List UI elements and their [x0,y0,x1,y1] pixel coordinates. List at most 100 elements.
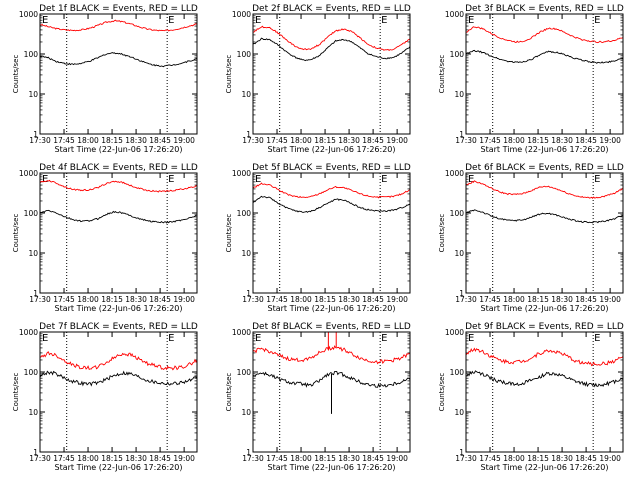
x-tick-label: 17:30 [29,295,51,304]
panel-1: Det 1f BLACK = Events, RED = LLD 1 10 100 10… [12,4,198,154]
x-tick-label: 18:30 [125,454,147,463]
event-marker-label: E [594,333,600,344]
panel-5: Det 5f BLACK = Events, RED = LLD 1 10 100 10… [225,163,411,313]
panel-6: Det 6f BLACK = Events, RED = LLD 1 10 100 10… [438,163,624,313]
y-tick-label: 100 [237,368,252,377]
y-tick-label: 10 [241,249,251,258]
y-tick-label: 1 [246,448,251,457]
series-line-events [252,195,411,213]
x-tick-label: 18:45 [362,454,384,463]
series-line-events [465,370,624,388]
x-tick-label: 19:00 [599,295,621,304]
event-marker-label: E [255,174,261,185]
x-tick-label: 18:45 [149,454,171,463]
y-tick-label: 1 [246,130,251,139]
x-tick-label: 18:45 [149,295,171,304]
series-line-events [252,37,411,62]
y-axis-label: Counts/sec [12,373,20,412]
x-tick-label: 17:30 [29,454,51,463]
y-axis-label: Counts/sec [225,55,233,94]
panel-7: Det 7f BLACK = Events, RED = LLD 1 10 100 10… [12,322,198,472]
series-line-lld [252,182,411,199]
y-tick-label: 100 [237,209,252,218]
x-tick-label: 19:00 [386,454,408,463]
x-tick-label: 18:30 [125,136,147,145]
x-tick-label: 18:30 [338,136,360,145]
x-tick-label: 18:45 [362,295,384,304]
x-tick-label: 18:00 [503,454,525,463]
event-marker-label: E [42,174,48,185]
y-tick-label: 1 [459,289,464,298]
y-axis-label: Counts/sec [225,373,233,412]
panel-title: Det 1f BLACK = Events, RED = LLD [39,4,198,14]
x-tick-label: 18:30 [338,454,360,463]
y-tick-label: 1 [459,448,464,457]
plot-frame [465,13,624,135]
x-tick-label: 18:15 [527,295,549,304]
x-tick-label: 18:30 [551,295,573,304]
panel-title: Det 5f BLACK = Events, RED = LLD [252,163,411,173]
x-tick-label: 18:15 [314,295,336,304]
y-tick-label: 1000 [445,10,464,19]
y-tick-label: 10 [241,408,251,417]
y-tick-label: 100 [24,368,39,377]
x-tick-label: 18:15 [314,136,336,145]
event-marker-label: E [381,15,387,26]
panel-title: Det 6f BLACK = Events, RED = LLD [465,163,624,173]
event-marker-label: E [381,333,387,344]
x-tick-label: 18:00 [503,295,525,304]
event-marker-label: E [168,15,174,26]
x-tick-label: 17:30 [455,454,477,463]
x-tick-label: 18:00 [77,295,99,304]
x-tick-label: 17:45 [53,295,75,304]
event-marker-label: E [468,174,474,185]
x-tick-label: 18:45 [362,136,384,145]
panel-title: Det 8f BLACK = Events, RED = LLD [252,322,411,332]
x-tick-label: 18:00 [77,136,99,145]
y-tick-label: 1000 [445,328,464,337]
x-tick-label: 19:00 [386,295,408,304]
series-line-lld [253,25,411,51]
y-tick-label: 1 [33,289,38,298]
y-tick-label: 1 [459,130,464,139]
plot-frame [465,172,624,294]
x-tick-label: 18:30 [125,295,147,304]
x-tick-label: 18:30 [551,454,573,463]
y-tick-label: 10 [454,249,464,258]
y-axis-label: Counts/sec [438,55,446,94]
plot-frame [465,331,624,453]
event-marker-label: E [468,15,474,26]
series-line-events [465,49,624,64]
x-tick-label: 17:45 [479,454,501,463]
panel-title: Det 9f BLACK = Events, RED = LLD [465,322,624,332]
y-tick-label: 1000 [445,169,464,178]
plot-frame [39,172,198,294]
series-line-lld [465,180,624,199]
plot-frame [39,331,198,453]
y-tick-label: 1000 [232,328,251,337]
event-marker-label: E [168,333,174,344]
x-axis-label: Start Time (22-Jun-06 17:26:20) [268,463,396,472]
x-tick-label: 18:15 [527,454,549,463]
x-axis-label: Start Time (22-Jun-06 17:26:20) [481,145,609,154]
x-tick-label: 18:45 [149,136,171,145]
panel-title: Det 2f BLACK = Events, RED = LLD [252,4,411,14]
x-tick-label: 18:00 [77,454,99,463]
x-tick-label: 18:45 [575,454,597,463]
x-tick-label: 17:30 [29,136,51,145]
x-axis-label: Start Time (22-Jun-06 17:26:20) [481,304,609,313]
x-tick-label: 19:00 [173,295,195,304]
x-tick-label: 18:00 [290,136,312,145]
series-line-lld [465,347,624,367]
y-tick-label: 100 [450,50,465,59]
event-marker-label: E [594,15,600,26]
x-axis-label: Start Time (22-Jun-06 17:26:20) [55,145,183,154]
x-tick-label: 19:00 [599,136,621,145]
x-tick-label: 18:45 [575,136,597,145]
y-tick-label: 10 [454,408,464,417]
x-axis-label: Start Time (22-Jun-06 17:26:20) [55,463,183,472]
x-tick-label: 18:15 [314,454,336,463]
series-line-lld [39,179,198,193]
panel-2: Det 2f BLACK = Events, RED = LLD 1 10 100 10… [225,4,411,154]
event-marker-label: E [255,15,261,26]
